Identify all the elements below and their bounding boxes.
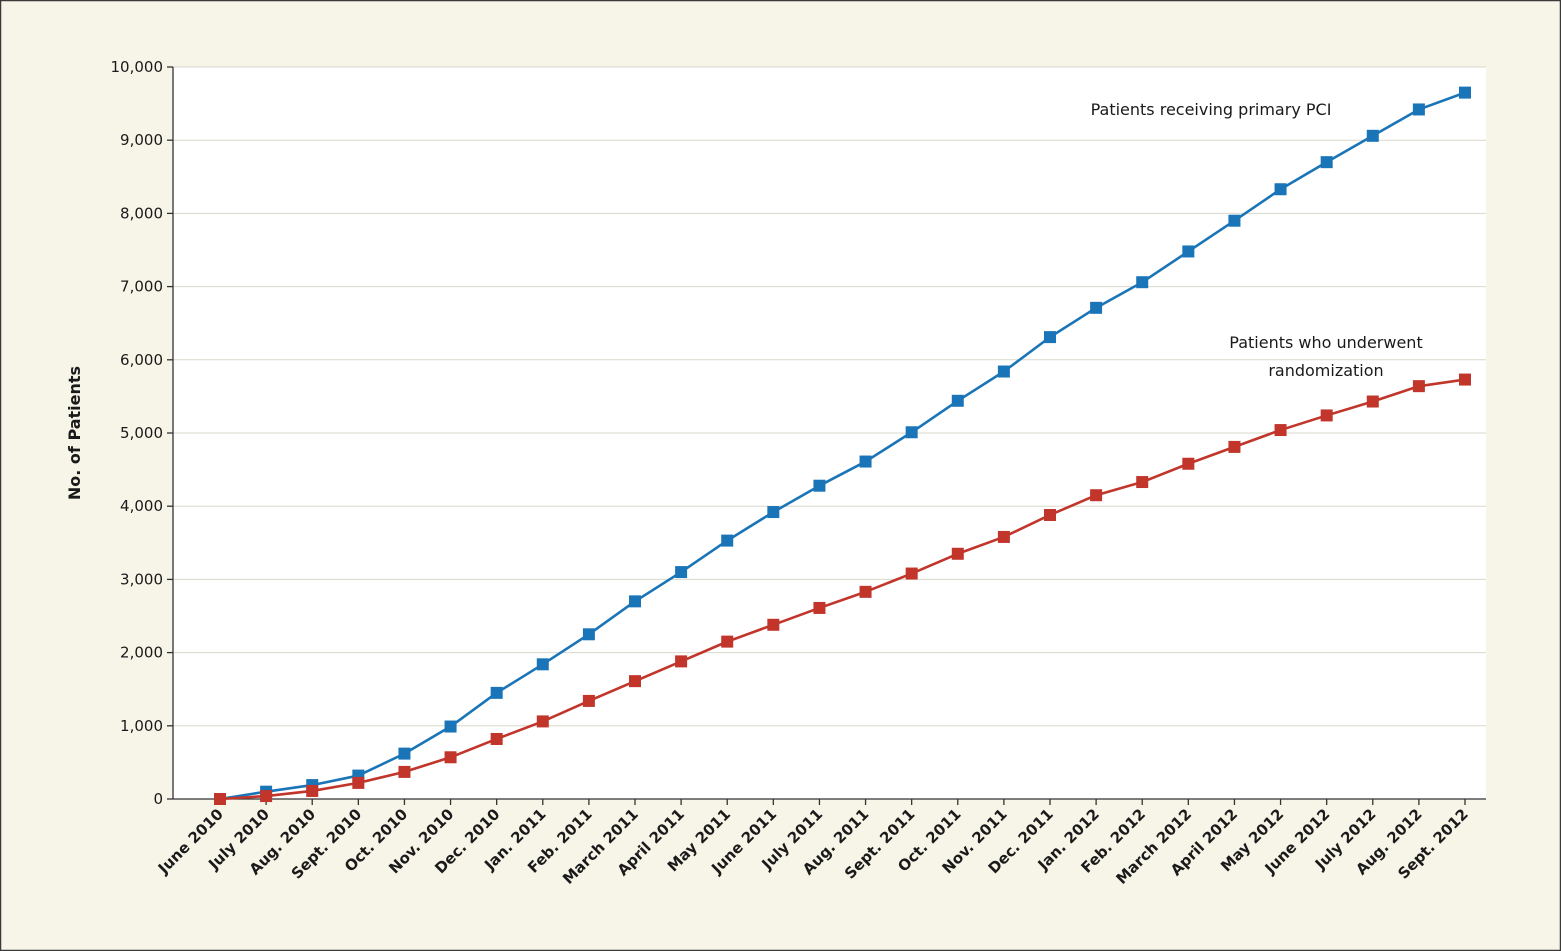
y-tick-label: 0 — [153, 790, 163, 808]
data-point-series-2 — [490, 732, 503, 745]
series-line-1 — [219, 91, 1466, 801]
data-point-series-1 — [675, 566, 688, 579]
data-point-series-1 — [1459, 86, 1471, 99]
data-point-series-2 — [536, 715, 549, 728]
data-point-series-2 — [1182, 457, 1195, 470]
y-tick-label: 9,000 — [120, 131, 163, 149]
y-tick-label: 5,000 — [120, 424, 163, 442]
data-point-series-2 — [1136, 476, 1149, 489]
data-point-series-1 — [721, 534, 734, 547]
data-point-series-2 — [1044, 508, 1056, 521]
data-point-series-1 — [1182, 245, 1195, 258]
data-point-series-2 — [260, 790, 273, 803]
data-point-series-2 — [997, 530, 1010, 543]
data-point-series-2 — [1228, 440, 1241, 453]
data-point-series-2 — [905, 567, 918, 580]
y-tick-label: 7,000 — [120, 278, 163, 296]
data-point-series-2 — [721, 635, 734, 648]
data-point-series-1 — [1274, 183, 1287, 196]
series-line-2 — [219, 378, 1466, 801]
y-tick-label: 4,000 — [120, 497, 163, 515]
data-point-series-1 — [1136, 276, 1149, 289]
data-point-series-2 — [951, 547, 964, 560]
data-point-series-2 — [1459, 373, 1471, 386]
data-point-series-2 — [813, 601, 826, 614]
data-point-series-1 — [398, 747, 411, 760]
data-point-series-2 — [1090, 489, 1103, 502]
y-tick-label: 10,000 — [111, 58, 164, 76]
data-point-series-2 — [767, 618, 780, 631]
data-point-series-1 — [582, 628, 595, 641]
data-point-series-2 — [1412, 380, 1425, 393]
data-point-series-1 — [1412, 103, 1425, 116]
data-point-series-1 — [1320, 156, 1333, 169]
data-point-series-1 — [997, 365, 1010, 378]
data-point-series-1 — [767, 506, 780, 519]
data-point-series-1 — [629, 595, 641, 608]
data-point-series-2 — [1274, 424, 1287, 437]
data-point-series-1 — [813, 479, 826, 492]
y-axis-title: No. of Patients — [65, 366, 84, 500]
data-point-series-1 — [859, 455, 872, 468]
series-label-2: Patients who underwent — [1229, 333, 1422, 352]
data-point-series-1 — [490, 686, 503, 699]
y-tick-label: 8,000 — [120, 204, 163, 222]
y-tick-label: 3,000 — [120, 570, 163, 588]
data-point-series-1 — [905, 426, 918, 439]
data-point-series-2 — [1366, 395, 1379, 408]
data-point-series-1 — [1044, 331, 1056, 344]
data-point-series-2 — [352, 776, 365, 789]
data-point-series-2 — [675, 655, 688, 668]
data-point-series-1 — [951, 394, 964, 407]
data-point-series-1 — [1090, 301, 1103, 314]
y-tick-label: 2,000 — [120, 644, 163, 662]
data-point-series-2 — [214, 793, 226, 805]
data-point-series-2 — [444, 751, 457, 764]
series-label-1: Patients receiving primary PCI — [1091, 100, 1332, 119]
data-point-series-1 — [1228, 214, 1241, 227]
data-point-series-1 — [1366, 129, 1379, 142]
data-point-series-1 — [444, 720, 457, 733]
y-tick-label: 1,000 — [120, 717, 163, 735]
data-point-series-2 — [398, 765, 411, 778]
y-tick-label: 6,000 — [120, 351, 163, 369]
data-point-series-1 — [536, 658, 549, 671]
data-point-series-2 — [629, 675, 641, 688]
data-point-series-2 — [582, 694, 595, 707]
data-point-series-2 — [306, 784, 319, 797]
series-label-2: randomization — [1268, 361, 1383, 380]
data-point-series-2 — [859, 585, 872, 598]
data-point-series-2 — [1320, 409, 1333, 422]
